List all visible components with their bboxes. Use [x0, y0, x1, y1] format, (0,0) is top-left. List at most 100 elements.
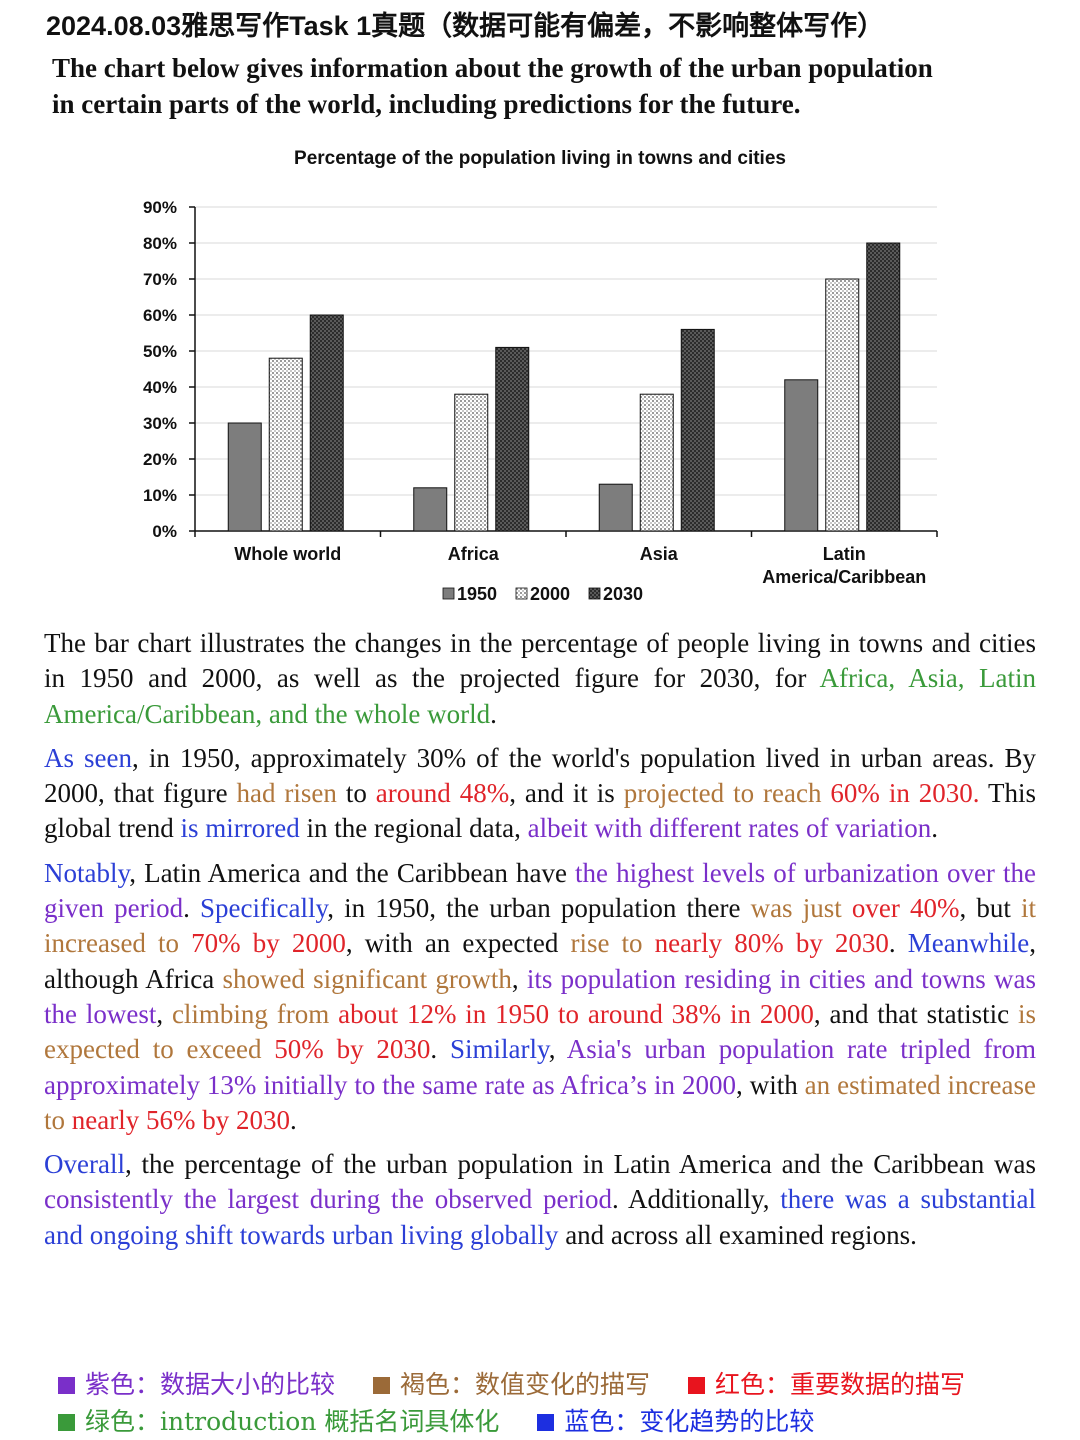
prompt-line-2: in certain parts of the world, including…: [52, 89, 801, 119]
x-category-label: Whole world: [234, 544, 341, 564]
color-key-blue: 蓝色：变化趋势的比较: [537, 1403, 814, 1440]
essay-paragraph-summary: Overall, the percentage of the urban pop…: [44, 1147, 1036, 1253]
essay-text-segment: .: [888, 928, 908, 959]
essay-text-segment: nearly 80% by 2030: [654, 928, 889, 959]
red-square-icon: [687, 1377, 705, 1394]
color-key-blue-label: 蓝色：变化趋势的比较: [564, 1407, 815, 1436]
essay-text-segment: [643, 928, 655, 958]
essay-text-segment: , although Africa: [44, 928, 1036, 994]
essay-text-segment: , Latin America and the Caribbean have: [129, 857, 576, 888]
x-category-label: America/Caribbean: [762, 567, 926, 587]
essay-text-segment: , with: [735, 1069, 805, 1100]
essay-text-segment: . Additionally,: [611, 1184, 781, 1215]
bar-chart: Percentage of the population living in t…: [0, 140, 1080, 620]
color-key-red-label: 红色：重要数据的描写: [714, 1370, 965, 1399]
bar-2000-latin-america-caribbean: [825, 278, 860, 532]
essay-text-segment: 60% in 2030.: [830, 778, 980, 809]
chart-title: Percentage of the population living in t…: [294, 148, 786, 169]
essay-text-segment: As seen: [44, 742, 133, 773]
bar-2000-asia: [639, 393, 674, 532]
essay-text-segment: ,: [511, 963, 527, 994]
essay-text-segment: it increased to: [44, 893, 1037, 959]
essay-text-segment: [179, 928, 191, 958]
essay-text-segment: showed significant growth: [222, 963, 512, 994]
essay: The bar chart illustrates the changes in…: [44, 626, 1036, 1262]
essay-text-segment: [329, 999, 338, 1029]
essay-text-segment: .: [931, 813, 938, 844]
y-tick-label: 60%: [143, 306, 177, 325]
essay-text-segment: .: [430, 1034, 450, 1065]
y-tick-label: 90%: [143, 198, 177, 217]
color-key-brown-label: 褐色：数值变化的描写: [399, 1370, 650, 1399]
color-key-purple: 紫色：数据大小的比较: [58, 1366, 335, 1403]
blue-square-icon: [537, 1414, 555, 1431]
essay-text-segment: rise to: [570, 928, 643, 959]
essay-text-segment: projected to reach: [623, 778, 822, 809]
essay-text-segment: Overall: [44, 1149, 125, 1180]
essay-text-segment: [261, 1034, 274, 1064]
essay-text-segment: ,: [156, 998, 172, 1029]
color-key-purple-label: 紫色：数据大小的比较: [85, 1370, 336, 1399]
essay-text-segment: nearly 56% by 2030: [71, 1104, 290, 1135]
legend-label-1950: 1950: [457, 584, 497, 604]
essay-text-segment: Meanwhile: [907, 928, 1030, 959]
essay-text-segment: was just: [750, 893, 842, 924]
bar-2000-whole-world: [268, 357, 303, 532]
essay-text-segment: there was a substantial and ongoing shif…: [44, 1184, 1036, 1250]
essay-text-segment: .: [183, 893, 200, 924]
essay-text-segment: ,: [548, 1034, 567, 1065]
essay-text-segment: , in 1950, the urban population there: [327, 893, 751, 924]
bar-1950-asia: [598, 483, 633, 532]
essay-text-segment: , and that statistic: [813, 998, 1018, 1029]
essay-text-segment: is expected to exceed: [44, 998, 1036, 1065]
bar-2030-africa: [495, 346, 530, 532]
essay-text-segment: albeit with different rates of variation: [527, 813, 932, 844]
color-key-row-2: 绿色：introduction 概括名词具体化 蓝色：变化趋势的比较: [58, 1403, 1038, 1440]
x-category-label: Asia: [640, 544, 679, 564]
essay-paragraph-details: Notably, Latin America and the Caribbean…: [44, 856, 1036, 1138]
green-square-icon: [58, 1414, 75, 1431]
essay-text-segment: The bar chart illustrates the changes in…: [44, 628, 1036, 694]
x-category-label: Africa: [448, 544, 500, 564]
bar-1950-whole-world: [227, 422, 262, 532]
essay-text-segment: This global trend: [44, 778, 1036, 844]
color-key-red: 红色：重要数据的描写: [687, 1366, 965, 1403]
y-tick-label: 20%: [143, 450, 177, 469]
color-key-brown: 褐色：数值变化的描写: [372, 1366, 650, 1403]
essay-text-segment: , in 1950, approximately 30% of the worl…: [44, 742, 1036, 809]
bar-2030-latin-america-caribbean: [866, 242, 901, 532]
task-prompt: The chart below gives information about …: [52, 50, 1042, 122]
essay-text-segment: and across all examined regions.: [558, 1219, 917, 1250]
essay-text-segment: around 48%: [375, 778, 510, 809]
bar-1950-latin-america-caribbean: [784, 379, 819, 532]
essay-text-segment: 70% by 2000: [191, 928, 346, 959]
essay-text-segment: Africa, Asia, Latin America/Caribbean, a…: [44, 663, 1036, 729]
essay-text-segment: over 40%: [851, 893, 960, 924]
y-tick-label: 0%: [152, 522, 177, 541]
legend-label-2030: 2030: [603, 584, 643, 604]
essay-text-segment: Asia's urban population rate tripled fro…: [44, 1034, 1037, 1100]
essay-text-segment: .: [289, 1104, 297, 1135]
essay-text-segment: in the regional data,: [299, 813, 528, 844]
essay-paragraph-overview: As seen, in 1950, approximately 30% of t…: [44, 741, 1036, 847]
y-tick-label: 30%: [143, 414, 177, 433]
essay-text-segment: to: [336, 778, 376, 809]
essay-paragraph-intro: The bar chart illustrates the changes in…: [44, 626, 1036, 732]
essay-text-segment: [65, 1105, 72, 1135]
bar-1950-africa: [413, 487, 448, 532]
essay-text-segment: an estimated increase to: [44, 1069, 1036, 1135]
essay-text-segment: consistently the largest during the obse…: [44, 1184, 612, 1215]
y-tick-label: 70%: [143, 270, 177, 289]
essay-text-segment: had risen: [236, 778, 337, 809]
bar-2030-whole-world: [309, 314, 344, 532]
legend-swatch-1950: [442, 587, 455, 600]
essay-text-segment: .: [490, 698, 497, 729]
bar-chart-svg: Percentage of the population living in t…: [143, 148, 938, 604]
essay-text-segment: about 12% in 1950 to around 38% in 2000: [338, 998, 814, 1029]
essay-text-segment: , with an expected: [345, 928, 571, 959]
essay-text-segment: its population residing in cities and to…: [44, 963, 1037, 1029]
color-key-green-label: 绿色：introduction 概括名词具体化: [85, 1407, 500, 1436]
y-tick-label: 80%: [143, 234, 177, 253]
essay-text-segment: Specifically: [200, 893, 328, 924]
essay-text-segment: [842, 893, 852, 923]
